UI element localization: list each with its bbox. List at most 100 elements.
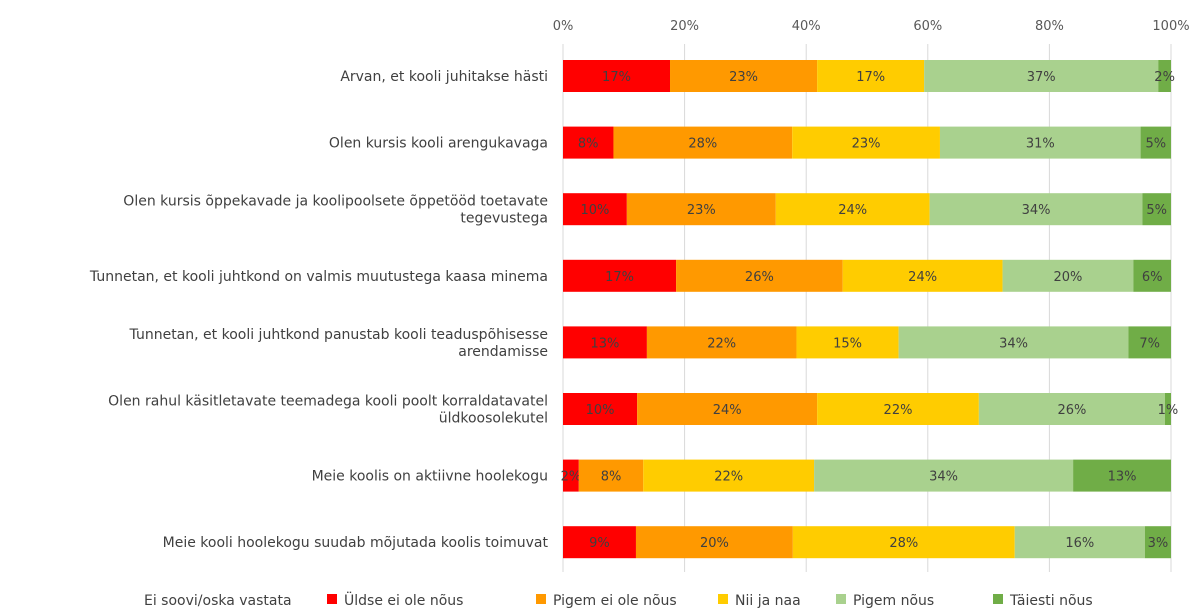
bar-segment <box>563 259 677 292</box>
data-label: 23% <box>852 137 881 152</box>
bar-segment <box>842 259 1003 292</box>
bar-segment <box>643 459 815 492</box>
bars: 17% 23% 17% 37% 2% 8% 28% 23% 31% 5% 10% 23% 24% 34% 5… <box>561 60 1179 559</box>
bar-segment <box>563 526 636 559</box>
data-label: 5% <box>1145 137 1166 152</box>
bar-segment <box>613 126 793 159</box>
category-label: Olen kursis kooli arengukavaga <box>329 136 548 152</box>
data-label: 23% <box>729 70 758 85</box>
data-label: 34% <box>999 336 1028 351</box>
legend-swatch <box>993 594 1003 604</box>
bar-segment <box>637 393 818 425</box>
category-label: Olen kursis õppekavade ja koolipoolsete … <box>123 194 548 227</box>
data-label: 10% <box>586 403 615 418</box>
category-label-line: üldkoosolekutel <box>439 411 548 427</box>
data-label: 13% <box>590 336 619 351</box>
data-label: 17% <box>605 270 634 285</box>
bar-segment <box>1002 259 1134 292</box>
x-tick-label: 100% <box>1152 19 1189 34</box>
bar-segment <box>646 326 797 359</box>
bar-segment <box>1164 393 1171 425</box>
category-label-line: Meie kooli hoolekogu suudab mõjutada koo… <box>163 535 549 551</box>
bar-segment <box>1128 326 1171 359</box>
data-label: 5% <box>1146 203 1167 218</box>
data-label: 24% <box>713 403 742 418</box>
category-label: Meie kooli hoolekogu suudab mõjutada koo… <box>163 535 549 551</box>
legend-swatch <box>536 594 546 604</box>
bar-segment <box>1158 60 1171 92</box>
data-label: 9% <box>589 536 610 551</box>
legend-label: Ei soovi/oska vastata <box>144 593 292 609</box>
bar-segment <box>792 126 940 159</box>
legend-label: Nii ja naa <box>735 593 801 609</box>
bar-segment <box>939 126 1141 159</box>
bar-segment <box>563 126 614 159</box>
category-label-line: Olen rahul käsitletavate teemadega kooli… <box>108 394 548 410</box>
legend-swatch <box>327 594 337 604</box>
bar-segment <box>978 393 1165 425</box>
legend-label: Pigem ei ole nõus <box>553 593 677 609</box>
bar-segment <box>563 193 627 226</box>
bar-segment <box>563 326 647 359</box>
bar-segment <box>563 459 579 492</box>
data-label: 34% <box>1022 203 1051 218</box>
bar-segment <box>817 393 979 425</box>
category-label-line: Olen kursis õppekavade ja koolipoolsete … <box>123 194 548 210</box>
bar-segment <box>1144 526 1171 559</box>
bar-segment <box>775 193 930 226</box>
category-labels: Arvan, et kooli juhitakse hästi Olen kurs… <box>89 69 549 551</box>
category-label: Olen rahul käsitletavate teemadega kooli… <box>108 394 548 427</box>
data-label: 6% <box>1142 270 1163 285</box>
bar-segment <box>929 193 1143 226</box>
bar-segment <box>1133 259 1171 292</box>
data-label: 26% <box>1057 403 1086 418</box>
bar-segment <box>563 60 671 92</box>
legend-swatch <box>836 594 846 604</box>
data-label: 8% <box>578 137 599 152</box>
x-tick-label: 40% <box>792 19 821 34</box>
data-label: 7% <box>1139 336 1160 351</box>
category-label-line: Tunnetan, et kooli juhtkond on valmis mu… <box>89 269 548 285</box>
bar-segment <box>1140 126 1171 159</box>
data-label: 22% <box>884 403 913 418</box>
category-label-line: Meie koolis on aktiivne hoolekogu <box>312 469 548 485</box>
bar-segment <box>670 60 818 92</box>
legend: Ei soovi/oska vastata Üldse ei ole nõus Pi… <box>144 591 1093 609</box>
data-label: 22% <box>714 470 743 485</box>
category-label: Meie koolis on aktiivne hoolekogu <box>312 469 548 485</box>
data-label: 34% <box>929 470 958 485</box>
bar-segment <box>676 259 843 292</box>
x-axis-ticks: 0% 20% 40% 60% 80% 100% <box>553 19 1190 34</box>
data-label: 1% <box>1158 403 1179 418</box>
data-label: 26% <box>745 270 774 285</box>
bar-segment <box>796 326 899 359</box>
bar-segment <box>563 393 638 425</box>
data-label: 23% <box>687 203 716 218</box>
data-label: 10% <box>580 203 609 218</box>
bar-segment <box>1014 526 1145 559</box>
data-label: 13% <box>1108 470 1137 485</box>
bar-segment <box>924 60 1159 92</box>
x-tick-label: 20% <box>670 19 699 34</box>
x-tick-label: 80% <box>1035 19 1064 34</box>
data-label: 28% <box>688 137 717 152</box>
bar-segment <box>817 60 925 92</box>
x-tick-label: 60% <box>913 19 942 34</box>
category-label: Tunnetan, et kooli juhtkond panustab koo… <box>129 327 548 360</box>
data-label: 28% <box>889 536 918 551</box>
bar-segment <box>814 459 1074 492</box>
legend-label: Pigem nõus <box>853 593 934 609</box>
bar-segment <box>578 459 644 492</box>
bar-segment <box>792 526 1015 559</box>
data-label: 22% <box>707 336 736 351</box>
data-label: 2% <box>561 470 582 485</box>
data-label: 17% <box>856 70 885 85</box>
category-label-line: arendamisse <box>458 344 548 360</box>
legend-label: Täiesti nõus <box>1009 593 1093 609</box>
legend-swatch <box>718 594 728 604</box>
category-label-line: tegevustega <box>460 211 548 227</box>
bar-segment <box>635 526 793 559</box>
data-label: 8% <box>601 470 622 485</box>
bar-segment <box>626 193 776 226</box>
